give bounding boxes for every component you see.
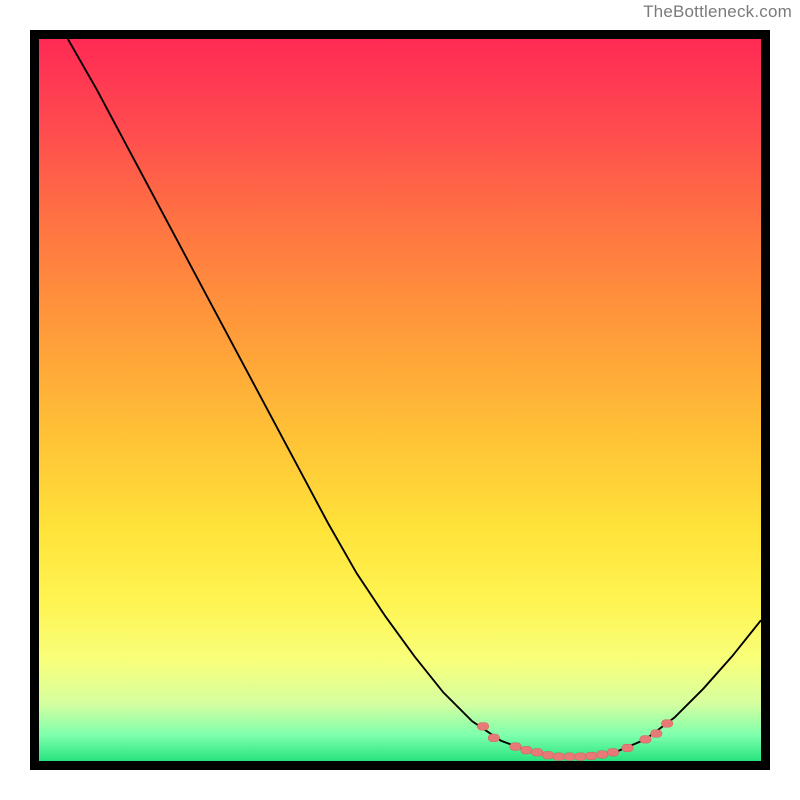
curve-marker [586, 752, 598, 760]
plot-area [39, 39, 761, 761]
curve-marker [564, 753, 576, 761]
curve-marker [607, 749, 619, 757]
curve-marker [531, 749, 543, 757]
curve-marker [521, 746, 533, 754]
watermark-text: TheBottleneck.com [643, 2, 792, 22]
curve-marker [661, 720, 673, 728]
curve-marker [510, 743, 522, 751]
curve-marker [542, 751, 554, 759]
curve-marker [575, 753, 587, 761]
curve-marker [640, 736, 652, 744]
curve-line [68, 39, 761, 757]
curve-marker [477, 723, 489, 731]
curve-marker [553, 753, 565, 761]
plot-frame [30, 30, 770, 770]
chart-svg [39, 39, 761, 761]
root: TheBottleneck.com [0, 0, 800, 800]
curve-marker [651, 730, 663, 738]
curve-marker [596, 751, 608, 759]
curve-marker [622, 744, 634, 752]
curve-marker [488, 734, 500, 742]
